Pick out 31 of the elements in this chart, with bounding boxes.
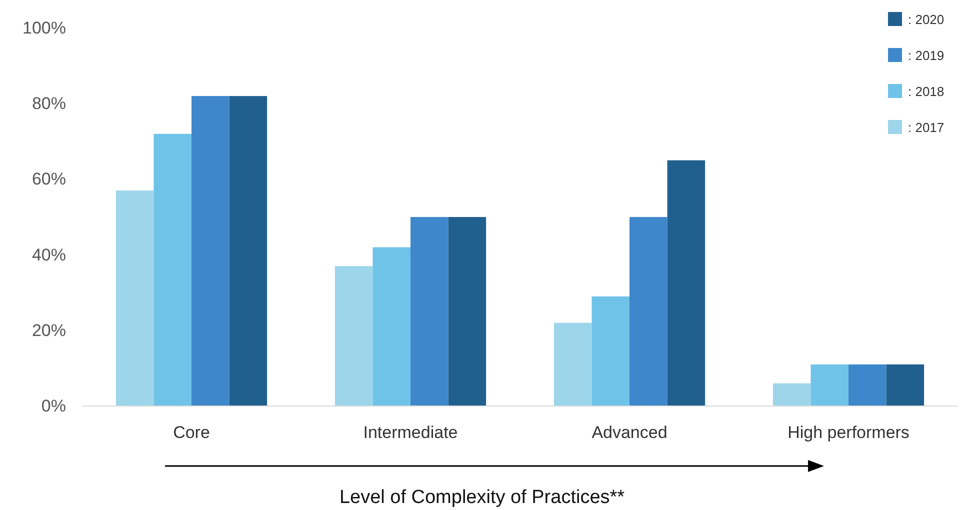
bar [630,217,668,406]
x-tick-label: High performers [788,423,910,442]
x-tick-label: Intermediate [363,423,458,442]
y-tick-label: 60% [32,170,66,189]
x-tick-label: Core [173,423,210,442]
bar [192,96,230,406]
bar [772,383,811,406]
bar [667,160,706,406]
bar [154,134,192,406]
x-axis-title: Level of Complexity of Practices** [339,487,626,508]
bar [334,266,373,406]
y-tick-label: 80% [32,94,66,114]
bar [886,364,924,406]
y-tick-label: 100% [22,18,66,38]
legend-label: : 2019 [908,48,944,63]
y-tick-label: 0% [41,396,66,416]
bar [372,247,410,406]
bar [592,296,630,406]
bar [116,190,154,406]
x-tick-label: Advanced [592,423,668,442]
y-tick-label: 40% [32,245,66,264]
bar [410,217,448,406]
legend-label: : 2020 [908,12,944,27]
bar [229,96,268,406]
legend-label: : 2017 [908,120,944,135]
bar [448,217,486,406]
bar [810,364,848,406]
y-tick-label: 20% [32,320,66,340]
bar [554,322,592,406]
bar [848,364,886,406]
legend-label: : 2018 [908,84,944,99]
